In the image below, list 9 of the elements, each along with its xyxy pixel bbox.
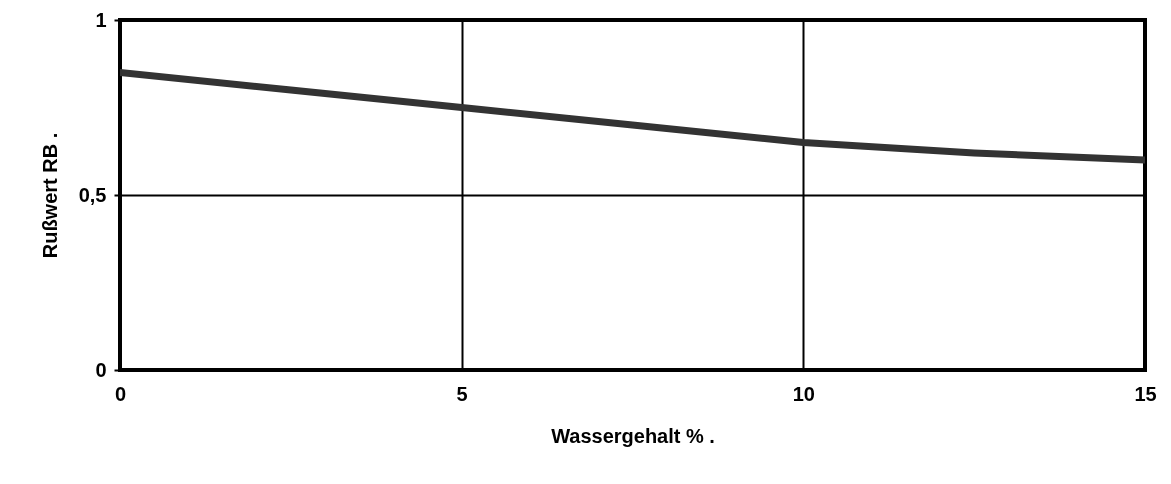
x-tick-label: 5 (456, 382, 468, 405)
y-axis-title: Rußwert RB . (38, 132, 61, 259)
x-tick-label: 0 (114, 382, 127, 405)
x-tick-label: 10 (792, 382, 815, 405)
y-tick-label: 1 (95, 8, 107, 31)
x-tick-label: 15 (1134, 382, 1157, 405)
y-tick-label: 0 (95, 358, 107, 381)
y-tick-label: 0,5 (78, 183, 107, 206)
x-axis-title: Wassergehalt % . (551, 424, 715, 447)
